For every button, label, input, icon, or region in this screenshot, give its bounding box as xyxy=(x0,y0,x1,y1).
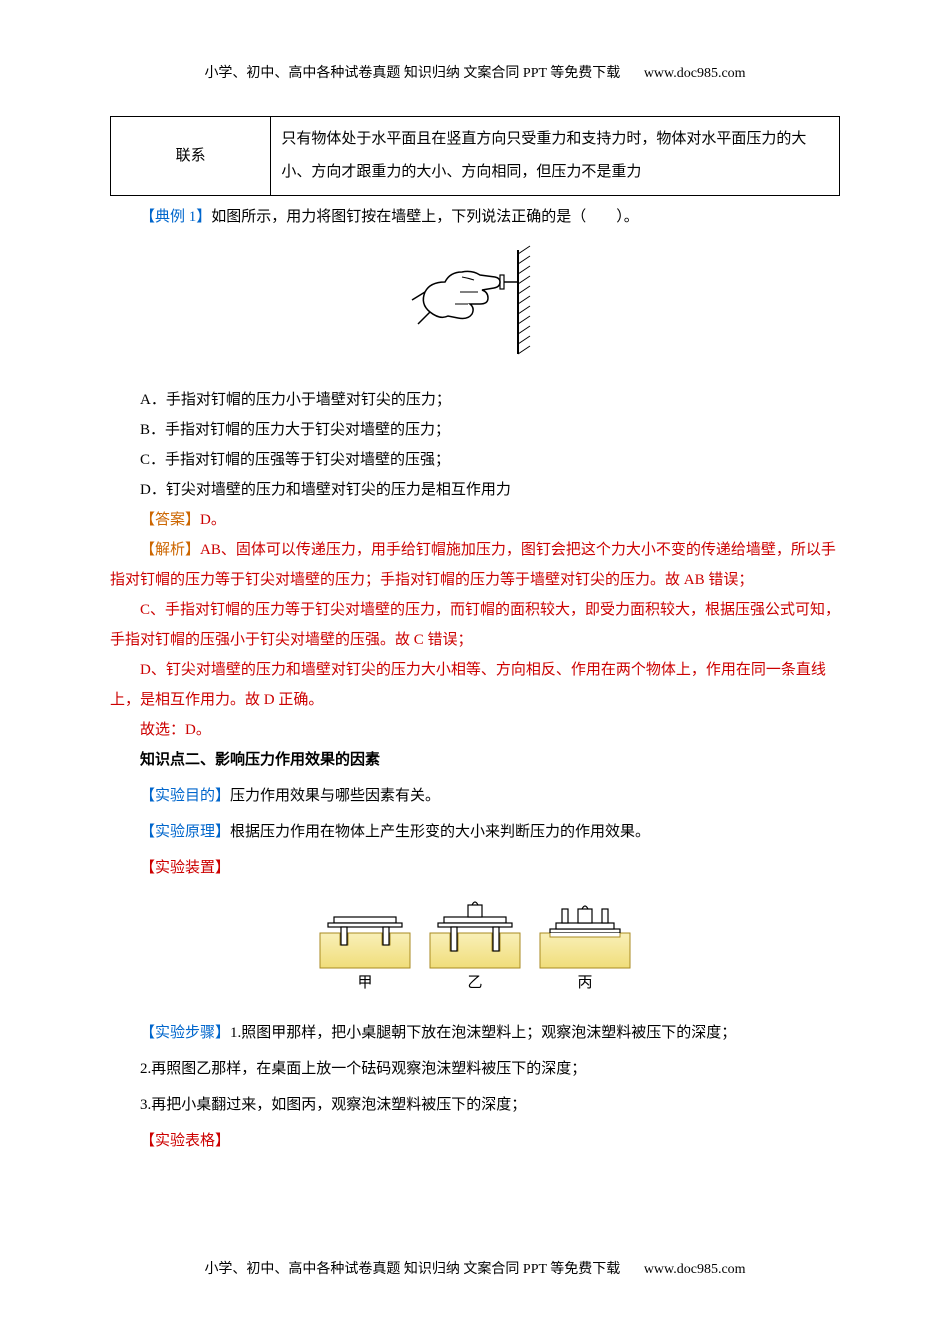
exp-steps-line: 【实验步骤】1.照图甲那样，把小桌腿朝下放在泡沫塑料上；观察泡沫塑料被压下的深度… xyxy=(110,1018,840,1048)
header-text: 小学、初中、高中各种试卷真题 知识归纳 文案合同 PPT 等免费下载 xyxy=(204,66,620,81)
analysis-label: 【解析】 xyxy=(140,542,200,558)
exp-steps-label: 【实验步骤】 xyxy=(140,1025,230,1041)
exp-principle-label: 【实验原理】 xyxy=(140,824,230,840)
page-header: 小学、初中、高中各种试卷真题 知识归纳 文案合同 PPT 等免费下载 www.d… xyxy=(110,60,840,88)
exp-principle-text: 根据压力作用在物体上产生形变的大小来判断压力的作用效果。 xyxy=(230,824,650,840)
exp-purpose-label: 【实验目的】 xyxy=(140,788,230,804)
experiment-figure: 甲 乙 丙 xyxy=(110,893,840,1004)
analysis-p1: 【解析】AB、固体可以传递压力，用手给钉帽施加压力，图钉会把这个力大小不变的传递… xyxy=(110,535,840,595)
option-d: D．钉尖对墙壁的压力和墙壁对钉尖的压力是相互作用力 xyxy=(140,475,840,505)
exp-step3: 3.再把小桌翻过来，如图丙，观察泡沫塑料被压下的深度； xyxy=(110,1090,840,1120)
exp-apparatus-line: 【实验装置】 xyxy=(110,853,840,883)
analysis-text-1: AB、固体可以传递压力，用手给钉帽施加压力，图钉会把这个力大小不变的传递给墙壁，… xyxy=(110,542,836,588)
exp-table-line: 【实验表格】 xyxy=(110,1126,840,1156)
exp-principle-line: 【实验原理】根据压力作用在物体上产生形变的大小来判断压力的作用效果。 xyxy=(110,817,840,847)
exp-purpose-text: 压力作用效果与哪些因素有关。 xyxy=(230,788,440,804)
exp-table-label: 【实验表格】 xyxy=(140,1133,230,1149)
option-b: B．手指对钉帽的压力大于钉尖对墙壁的压力； xyxy=(140,415,840,445)
hand-pin-svg xyxy=(400,242,550,362)
svg-text:乙: 乙 xyxy=(467,975,482,991)
svg-text:丙: 丙 xyxy=(577,975,592,991)
answer-line: 【答案】D。 xyxy=(110,505,840,535)
header-url: www.doc985.com xyxy=(644,66,746,81)
table-row: 联系 只有物体处于水平面且在竖直方向只受重力和支持力时，物体对水平面压力的大小、… xyxy=(111,117,840,196)
analysis-p3: D、钉尖对墙壁的压力和墙壁对钉尖的压力大小相等、方向相反、作用在两个物体上，作用… xyxy=(110,655,840,715)
example-label: 【典例 1】 xyxy=(140,209,211,225)
experiment-svg: 甲 乙 丙 xyxy=(310,893,640,993)
answer-text: D。 xyxy=(200,512,226,528)
exp-purpose-line: 【实验目的】压力作用效果与哪些因素有关。 xyxy=(110,781,840,811)
exp-step2: 2.再照图乙那样，在桌面上放一个砝码观察泡沫塑料被压下的深度； xyxy=(110,1054,840,1084)
option-c: C．手指对钉帽的压强等于钉尖对墙壁的压强； xyxy=(140,445,840,475)
footer-text: 小学、初中、高中各种试卷真题 知识归纳 文案合同 PPT 等免费下载 xyxy=(204,1262,620,1277)
table-cell-content: 只有物体处于水平面且在竖直方向只受重力和支持力时，物体对水平面压力的大小、方向才… xyxy=(271,117,840,196)
exp-step1: 1.照图甲那样，把小桌腿朝下放在泡沫塑料上；观察泡沫塑料被压下的深度； xyxy=(230,1025,736,1041)
footer-url: www.doc985.com xyxy=(644,1262,746,1277)
knowledge-heading: 知识点二、影响压力作用效果的因素 xyxy=(110,745,840,775)
exp-apparatus-label: 【实验装置】 xyxy=(140,860,230,876)
example-line: 【典例 1】如图所示，用力将图钉按在墙壁上，下列说法正确的是（ ）。 xyxy=(110,202,840,232)
hand-pin-figure xyxy=(110,242,840,373)
analysis-conclusion: 故选：D。 xyxy=(110,715,840,745)
page-footer: 小学、初中、高中各种试卷真题 知识归纳 文案合同 PPT 等免费下载 www.d… xyxy=(0,1256,950,1284)
svg-text:甲: 甲 xyxy=(357,975,372,991)
analysis-p2: C、手指对钉帽的压力等于钉尖对墙壁的压力，而钉帽的面积较大，即受力面积较大，根据… xyxy=(110,595,840,655)
table-cell-label: 联系 xyxy=(111,117,271,196)
answer-label: 【答案】 xyxy=(140,512,200,528)
relation-table: 联系 只有物体处于水平面且在竖直方向只受重力和支持力时，物体对水平面压力的大小、… xyxy=(110,116,840,196)
example-text: 如图所示，用力将图钉按在墙壁上，下列说法正确的是（ ）。 xyxy=(211,209,639,225)
option-a: A．手指对钉帽的压力小于墙壁对钉尖的压力； xyxy=(140,385,840,415)
